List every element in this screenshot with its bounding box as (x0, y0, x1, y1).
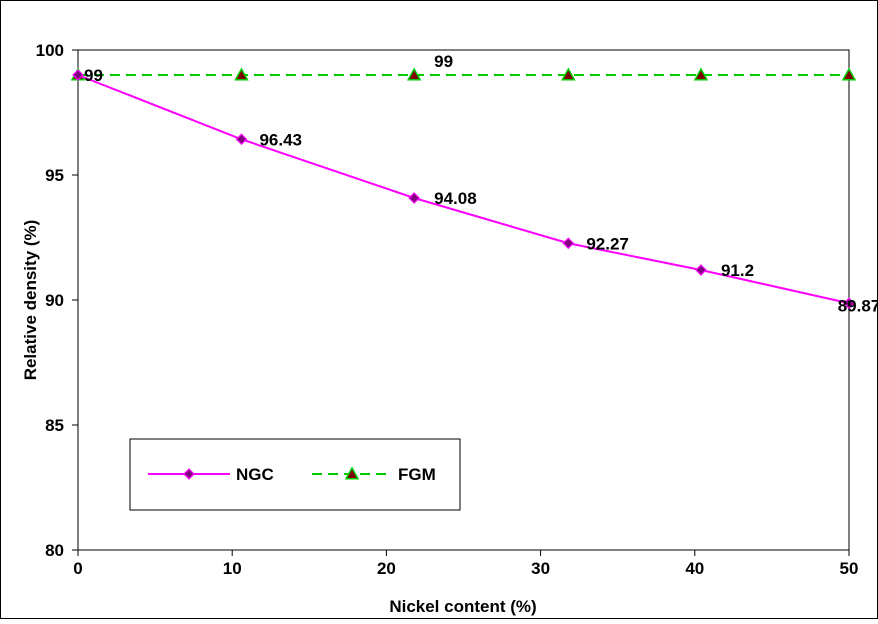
ngc-data-label: 91.2 (721, 261, 754, 280)
x-tick-label: 0 (73, 559, 82, 578)
x-tick-label: 10 (223, 559, 242, 578)
x-tick-label: 50 (840, 559, 859, 578)
x-tick-label: 20 (377, 559, 396, 578)
ngc-data-point (235, 133, 248, 146)
x-axis: 0 10 20 30 40 50 (73, 550, 858, 578)
ngc-series-line (77, 74, 850, 305)
y-axis-title: Relative density (%) (21, 220, 40, 381)
legend-ngc-label: NGC (236, 465, 274, 484)
fgm-data-point (841, 67, 857, 81)
legend-items: NGC FGM (148, 465, 436, 484)
y-tick-label: 100 (36, 41, 64, 60)
legend: NGC FGM (129, 438, 461, 511)
ngc-data-point (562, 237, 575, 250)
ngc-data-point (695, 264, 707, 276)
y-tick-label: 90 (45, 291, 64, 310)
y-axis: 80 85 90 95 100 (36, 41, 78, 560)
y-tick-label: 80 (45, 541, 64, 560)
x-tick-label: 40 (685, 559, 704, 578)
ngc-data-label: 89.87 (838, 296, 878, 315)
y-tick-label: 95 (45, 166, 64, 185)
x-tick-label: 30 (531, 559, 550, 578)
ngc-data-point (72, 69, 84, 81)
series-layer (70, 67, 857, 310)
ngc-data-label: 92.27 (586, 234, 629, 253)
fgm-data-point (561, 67, 576, 81)
fgm-data-point (693, 67, 709, 81)
ngc-data-label: 96.43 (259, 130, 302, 149)
fgm-data-point (406, 67, 422, 81)
ngc-data-label: 99 (84, 66, 103, 85)
ngc-data-point (843, 297, 855, 310)
fgm-data-label: 99 (434, 52, 453, 71)
legend-fgm-label: FGM (398, 465, 436, 484)
ngc-data-point (408, 192, 421, 204)
y-tick-label: 85 (45, 416, 64, 435)
x-axis-title: Nickel content (%) (389, 597, 536, 616)
fgm-data-point (234, 67, 249, 81)
ngc-data-label: 94.08 (434, 189, 477, 208)
data-labels: 99 96.43 94.08 92.27 91.2 89.87 99 (84, 52, 878, 315)
legend-ngc-marker (183, 468, 195, 480)
legend-fgm-marker (344, 466, 360, 480)
